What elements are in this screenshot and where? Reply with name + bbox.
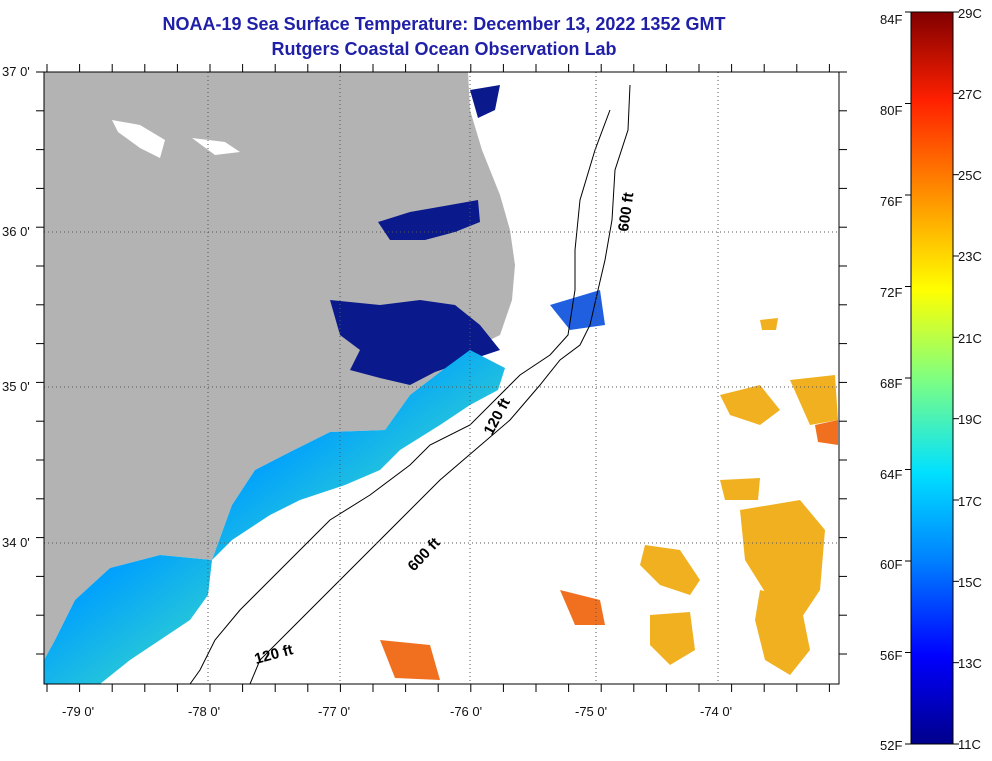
offshore-sst-patches: [640, 318, 838, 675]
lon-label-74: -74 0': [700, 704, 733, 719]
river-inlet: [112, 120, 165, 158]
colorbar-ticks: [905, 11, 959, 745]
colorbar-c-label-13: 13C: [958, 656, 982, 671]
colorbar-c-label-15: 15C: [958, 575, 982, 590]
colorbar-c-label-25: 25C: [958, 168, 982, 183]
lon-label-78: -78 0': [188, 704, 221, 719]
colorbar-c-label-19: 19C: [958, 412, 982, 427]
contour-label-600-north: 600 ft: [615, 191, 637, 232]
lon-label-77: -77 0': [318, 704, 351, 719]
map-border: [43, 71, 840, 685]
colorbar-f-label-64: 64F: [880, 467, 903, 482]
contour-120ft: [189, 109, 611, 684]
colorbar-c-label-17: 17C: [958, 494, 982, 509]
graticule: [44, 72, 839, 684]
map-title: NOAA-19 Sea Surface Temperature: Decembe…: [162, 14, 726, 34]
coastal-sst-band: [44, 350, 505, 684]
colorbar-f-label-60: 60F: [880, 557, 903, 572]
albemarle-sound: [378, 200, 480, 240]
colorbar-c-label-21: 21C: [958, 331, 982, 346]
lon-label-79: -79 0': [62, 704, 95, 719]
axis-ticks: [36, 64, 847, 692]
lat-label-37: 37 0': [2, 64, 30, 79]
colorbar-f-label-84: 84F: [880, 12, 903, 27]
contour-600ft: [249, 84, 631, 684]
offshore-warm-patches: [380, 420, 838, 680]
colorbar-f-label-52: 52F: [880, 738, 903, 753]
chesapeake-outflow: [470, 85, 500, 118]
lat-label-36: 36 0': [2, 224, 30, 239]
river-inlet-2: [192, 138, 240, 155]
colorbar-c-label-23: 23C: [958, 249, 982, 264]
colorbar-f-label-76: 76F: [880, 194, 903, 209]
colorbar-f-label-68: 68F: [880, 376, 903, 391]
colorbar-c-label-27: 27C: [958, 87, 982, 102]
colorbar-f-label-56: 56F: [880, 648, 903, 663]
lat-label-34: 34 0': [2, 535, 30, 550]
lon-label-76: -76 0': [450, 704, 483, 719]
map-subtitle: Rutgers Coastal Ocean Observation Lab: [271, 39, 617, 59]
colorbar-c-label-11: 11C: [958, 737, 981, 752]
colorbar: [910, 11, 954, 745]
lon-label-75: -75 0': [575, 704, 608, 719]
lat-label-35: 35 0': [2, 379, 30, 394]
colorbar-f-label-72: 72F: [880, 285, 903, 300]
colorbar-c-label-29: 29C: [958, 6, 982, 21]
colorbar-f-label-80: 80F: [880, 103, 903, 118]
